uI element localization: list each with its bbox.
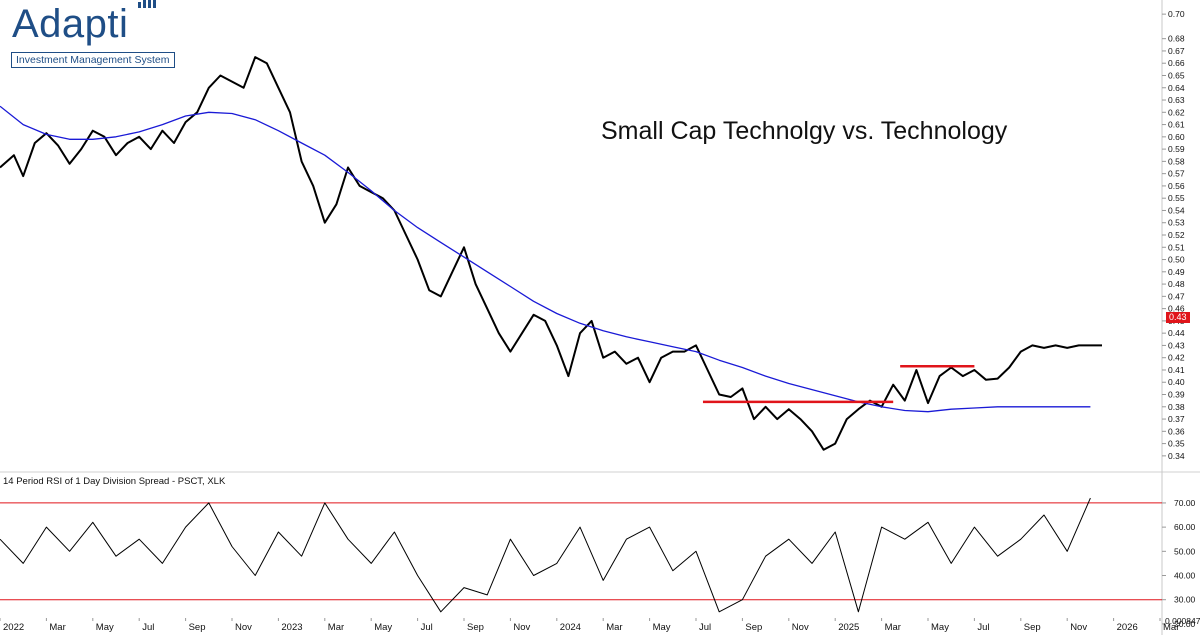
y-tick-label: 0.61 [1168, 120, 1185, 130]
x-tick-label: Sep [467, 622, 484, 633]
logo-tagline: Investment Management System [11, 52, 175, 68]
y-tick-label: 0.64 [1168, 83, 1185, 93]
y-tick-label: 0.68 [1168, 34, 1185, 44]
y-tick-label: 0.39 [1168, 390, 1185, 400]
x-tick-label: 2022 [3, 622, 24, 633]
logo: Adapti Investment Management System [8, 0, 178, 68]
x-tick-label: May [374, 622, 392, 633]
last-price-badge: 0.43 [1166, 312, 1190, 323]
x-tick-label: 2025 [838, 622, 859, 633]
x-tick-label: Nov [1070, 622, 1087, 633]
y-tick-label: 0.65 [1168, 70, 1185, 80]
rsi-tick-label: 50.00 [1174, 546, 1196, 556]
y-tick-label: 0.43 [1168, 340, 1185, 350]
y-tick-label: 0.57 [1168, 169, 1185, 179]
x-tick-label: May [931, 622, 949, 633]
ratio-line [0, 56, 1102, 451]
rsi-tick-label: 30.00 [1174, 595, 1196, 605]
y-tick-label: 0.70 [1168, 9, 1185, 19]
y-tick-label: 0.40 [1168, 377, 1185, 387]
y-tick-label: 0.56 [1168, 181, 1185, 191]
y-tick-label: 0.58 [1168, 156, 1185, 166]
rsi-tick-label: 20.00 [1174, 619, 1196, 629]
rsi-bottom-label: 0.000847 [1165, 616, 1200, 626]
rsi-tick-label: 60.00 [1174, 522, 1196, 532]
y-tick-label: 0.38 [1168, 402, 1185, 412]
x-tick-label: Jul [142, 622, 154, 633]
y-tick-label: 0.37 [1168, 414, 1185, 424]
rsi-line [0, 497, 1091, 613]
x-tick-label: 2026 [1117, 622, 1138, 633]
rsi-tick-label: 70.00 [1174, 498, 1196, 508]
x-tick-label: Sep [745, 622, 762, 633]
x-tick-label: Mar [49, 622, 65, 633]
x-tick-label: Nov [792, 622, 809, 633]
y-tick-label: 0.35 [1168, 439, 1185, 449]
x-tick-label: Mar [1163, 622, 1179, 633]
y-tick-label: 0.50 [1168, 255, 1185, 265]
y-tick-label: 0.34 [1168, 451, 1185, 461]
y-tick-label: 0.47 [1168, 291, 1185, 301]
y-tick-label: 0.51 [1168, 242, 1185, 252]
x-tick-label: Mar [606, 622, 622, 633]
x-tick-label: Jul [699, 622, 711, 633]
logo-wordmark: Adapti [12, 2, 129, 46]
y-tick-label: 0.48 [1168, 279, 1185, 289]
x-tick-label: Mar [328, 622, 344, 633]
y-tick-label: 0.41 [1168, 365, 1185, 375]
x-tick-label: Jul [977, 622, 989, 633]
y-tick-label: 0.54 [1168, 205, 1185, 215]
y-tick-label: 0.52 [1168, 230, 1185, 240]
x-tick-label: Sep [189, 622, 206, 633]
y-tick-label: 0.59 [1168, 144, 1185, 154]
y-tick-label: 0.44 [1168, 328, 1185, 338]
moving-average-line [0, 105, 1091, 413]
y-tick-label: 0.63 [1168, 95, 1185, 105]
y-tick-label: 0.66 [1168, 58, 1185, 68]
y-tick-label: 0.46 [1168, 304, 1185, 314]
x-tick-label: Mar [885, 622, 901, 633]
y-tick-label: 0.49 [1168, 267, 1185, 277]
x-tick-label: May [96, 622, 114, 633]
y-tick-label: 0.60 [1168, 132, 1185, 142]
x-tick-label: May [653, 622, 671, 633]
x-tick-label: Nov [235, 622, 252, 633]
x-tick-label: Nov [513, 622, 530, 633]
chart-title: Small Cap Technolgy vs. Technology [601, 117, 1008, 145]
x-tick-label: Jul [421, 622, 433, 633]
y-tick-label: 0.55 [1168, 193, 1185, 203]
y-tick-label: 0.62 [1168, 107, 1185, 117]
y-tick-label: 0.53 [1168, 218, 1185, 228]
rsi-tick-label: 40.00 [1174, 571, 1196, 581]
x-tick-label: 2024 [560, 622, 581, 633]
rsi-label: 14 Period RSI of 1 Day Division Spread -… [3, 476, 226, 487]
x-tick-label: 2023 [281, 622, 302, 633]
y-tick-label: 0.36 [1168, 426, 1185, 436]
y-tick-label: 0.42 [1168, 353, 1185, 363]
x-tick-label: Sep [1024, 622, 1041, 633]
y-tick-label: 0.67 [1168, 46, 1185, 56]
